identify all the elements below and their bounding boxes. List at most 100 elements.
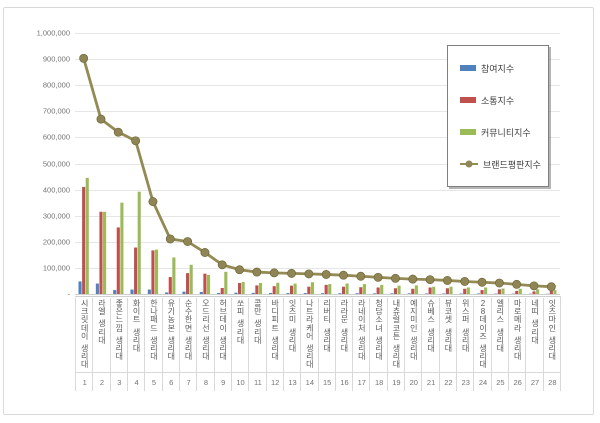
x-axis-rank: 4 xyxy=(126,373,145,391)
bar-참여지수 xyxy=(303,293,307,294)
bar-커뮤니티지수 xyxy=(172,257,176,294)
reputation-line-marker xyxy=(148,197,158,207)
gridline xyxy=(75,85,560,87)
reputation-line-marker xyxy=(442,275,452,285)
legend-swatch-reputation-line-icon xyxy=(460,160,478,168)
x-axis-rank: 5 xyxy=(144,373,162,391)
bar-참여지수 xyxy=(286,293,290,294)
reputation-line-marker xyxy=(304,269,314,279)
x-axis-rank: 18 xyxy=(369,373,387,391)
bar-참여지수 xyxy=(78,281,82,294)
bar-참여지수 xyxy=(269,292,273,294)
legend-label-communication: 소통지수 xyxy=(481,95,515,106)
x-axis-rank: 23 xyxy=(456,373,474,391)
bar-커뮤니티지수 xyxy=(553,290,557,294)
bar-커뮤니티지수 xyxy=(276,282,280,294)
bar-커뮤니티지수 xyxy=(362,284,366,294)
reputation-line-marker xyxy=(79,53,89,63)
legend-item-brand-reputation-index: 브랜드평판지수 xyxy=(460,158,544,171)
bar-소통지수 xyxy=(220,288,224,294)
bar-커뮤니티지수 xyxy=(206,274,211,294)
x-axis-rank: 21 xyxy=(421,373,439,391)
bar-소통지수 xyxy=(324,284,328,294)
gridline xyxy=(75,33,560,34)
x-axis-line xyxy=(75,294,560,295)
gridline xyxy=(75,137,560,139)
gridline xyxy=(75,215,560,217)
gridline xyxy=(75,189,560,191)
bar-소통지수 xyxy=(99,211,103,294)
bar-소통지수 xyxy=(463,288,467,294)
bar-커뮤니티지수 xyxy=(518,288,522,294)
gridline xyxy=(75,267,560,269)
x-axis-rank: 13 xyxy=(282,373,301,391)
bar-참여지수 xyxy=(217,292,221,294)
y-tick-label: 500,000 xyxy=(42,159,70,168)
bar-커뮤니티지수 xyxy=(310,282,314,294)
x-axis-rank: 7 xyxy=(178,373,197,391)
reputation-line-marker xyxy=(217,260,227,270)
reputation-line-marker xyxy=(529,281,539,291)
bar-커뮤니티지수 xyxy=(414,285,418,294)
x-axis-rank: 24 xyxy=(473,373,491,391)
bar-소통지수 xyxy=(203,273,207,294)
reputation-line-marker xyxy=(287,268,296,278)
bar-참여지수 xyxy=(199,291,203,294)
bar-소통지수 xyxy=(497,289,501,294)
bar-커뮤니티지수 xyxy=(328,284,332,294)
reputation-line-marker xyxy=(494,278,504,288)
bar-소통지수 xyxy=(532,291,536,294)
bar-커뮤니티지수 xyxy=(258,283,263,294)
reputation-line-marker xyxy=(356,271,366,281)
reputation-line-marker xyxy=(200,248,210,257)
bar-소통지수 xyxy=(480,290,484,294)
bar-참여지수 xyxy=(459,293,463,294)
legend-label-participation: 참여지수 xyxy=(481,63,515,74)
bar-커뮤니티지수 xyxy=(241,281,245,294)
reputation-line-marker xyxy=(425,275,435,285)
y-tick-label: 900,000 xyxy=(42,54,70,64)
reputation-line-marker xyxy=(183,237,193,246)
x-axis-rank: 11 xyxy=(248,373,266,391)
gridline xyxy=(75,111,560,113)
y-tick-label: 400,000 xyxy=(42,185,70,195)
bar-참여지수 xyxy=(147,289,151,294)
x-axis-rank: 15 xyxy=(317,373,336,391)
reputation-line xyxy=(82,57,552,289)
bar-참여지수 xyxy=(95,283,99,294)
x-axis-rank: 20 xyxy=(404,373,422,391)
x-axis-rank: 26 xyxy=(508,373,526,391)
bar-참여지수 xyxy=(234,292,238,294)
legend-label-brand-reputation: 브랜드평판지수 xyxy=(483,159,541,170)
gridline xyxy=(75,59,560,61)
reputation-line-marker xyxy=(512,279,522,289)
bar-소통지수 xyxy=(549,290,553,294)
legend-swatch-community-bar-icon xyxy=(460,129,476,135)
bar-소통지수 xyxy=(151,250,155,294)
bar-소통지수 xyxy=(186,273,190,294)
bar-소통지수 xyxy=(82,186,86,294)
y-tick-label: - xyxy=(67,289,71,299)
gridline xyxy=(75,241,560,243)
bar-소통지수 xyxy=(168,277,172,294)
bar-커뮤니티지수 xyxy=(397,285,401,294)
bar-소통지수 xyxy=(376,287,380,294)
x-axis-rank: 3 xyxy=(109,373,128,391)
